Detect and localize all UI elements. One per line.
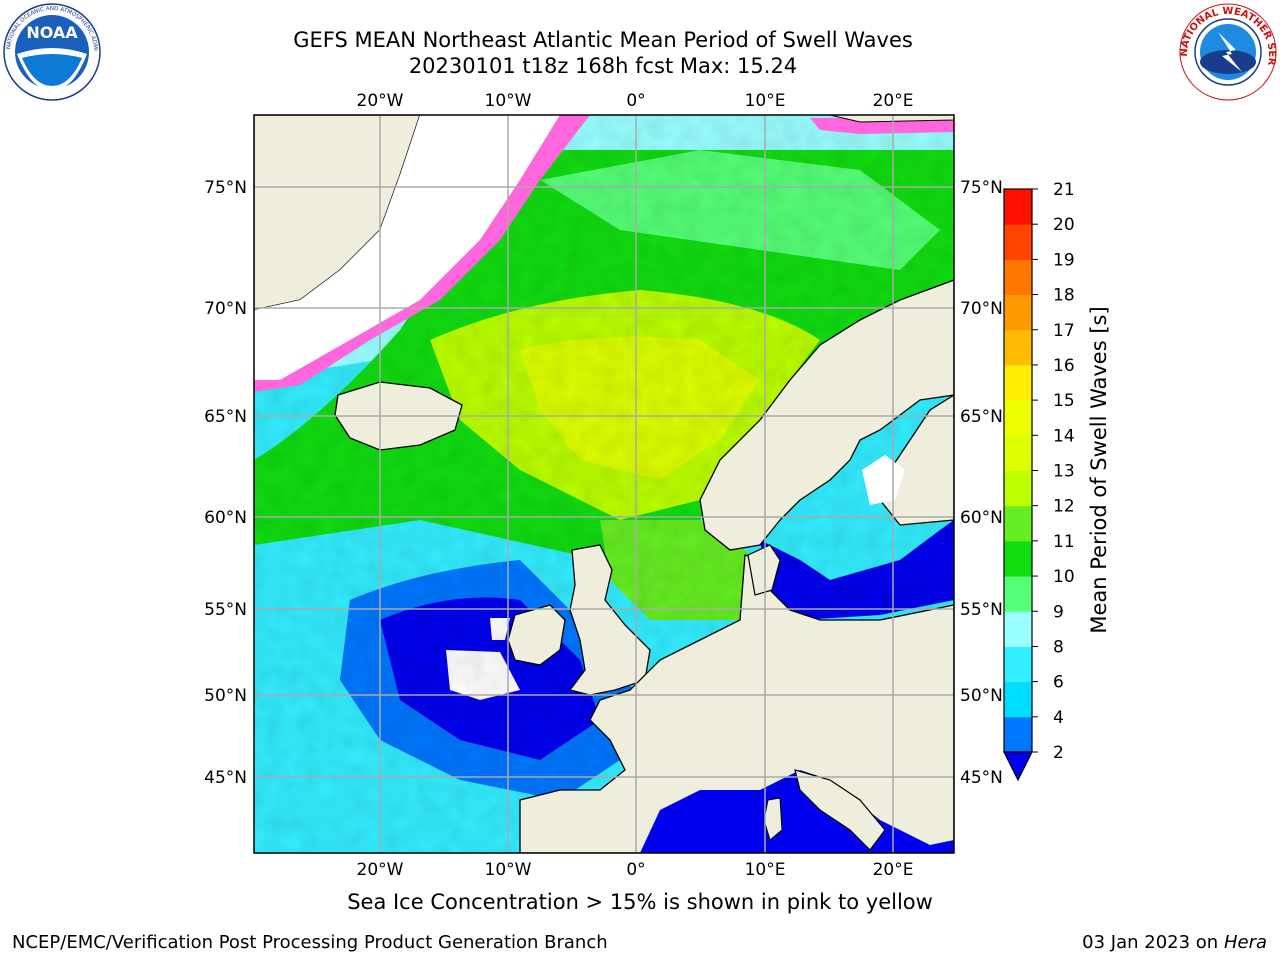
credit-date-text: 03 Jan 2023 on <box>1082 932 1219 953</box>
colorbar-tick-label: 4 <box>1053 708 1064 728</box>
colorbar-tick-label: 2 <box>1053 743 1064 763</box>
colorbar-tick-label: 12 <box>1053 497 1075 517</box>
land-ice-white-zone <box>254 115 560 380</box>
colorbar-segment <box>1004 576 1032 612</box>
land-denmark <box>747 544 781 596</box>
colorbar-tick-label: 9 <box>1053 602 1064 622</box>
lat-label-left: 65°N <box>204 407 247 427</box>
lon-label-bottom: 10°E <box>745 860 786 880</box>
lon-label-bottom: 10°W <box>485 860 532 880</box>
colorbar-segment <box>1004 400 1032 436</box>
map-subtitle: 20230101 t18z 168h fcst Max: 15.24 <box>408 54 798 78</box>
colorbar-segment <box>1004 646 1032 683</box>
colorbar-tick-label: 6 <box>1053 673 1064 693</box>
lon-label-top: 20°E <box>873 91 914 111</box>
colorbar-tick-label: 8 <box>1053 637 1064 657</box>
sea-ice-edge <box>254 115 590 392</box>
lat-label-left: 45°N <box>204 768 247 788</box>
lon-labels-top: 20°W 10°W 0° 10°E 20°E <box>357 91 914 111</box>
colorbar-segment <box>1004 329 1032 366</box>
credit-branch: NCEP/EMC/Verification Post Processing Pr… <box>12 932 608 953</box>
colorbar: 2 4 6 8 9 10 11 12 13 14 15 16 17 18 19 20 21 <box>1003 180 1075 782</box>
map-title: GEFS MEAN Northeast Atlantic Mean Period… <box>293 28 913 52</box>
colorbar-segment <box>1004 470 1032 507</box>
lat-label-left: 50°N <box>204 686 247 706</box>
noaa-logo-text: NOAA <box>26 23 78 42</box>
colorbar-segment <box>1004 716 1032 753</box>
land-great-britain <box>568 544 651 696</box>
lat-label-right: 75°N <box>960 178 1003 198</box>
lon-label-bottom: 20°W <box>357 860 404 880</box>
lon-label-top: 20°W <box>357 91 404 111</box>
lat-label-right: 45°N <box>960 768 1003 788</box>
colorbar-segment <box>1004 681 1032 718</box>
land-ireland <box>507 604 566 666</box>
lat-label-right: 50°N <box>960 686 1003 706</box>
colorbar-segment <box>1004 224 1032 260</box>
colorbar-segment <box>1004 540 1032 577</box>
land-ice-bothnia <box>862 455 905 505</box>
colorbar-label: Mean Period of Swell Waves [s] <box>1087 306 1111 633</box>
colorbar-tick-label: 15 <box>1053 391 1075 411</box>
lat-label-left: 60°N <box>204 508 247 528</box>
lat-labels-right: 75°N 70°N 65°N 60°N 55°N 50°N 45°N <box>960 178 1003 788</box>
credit-machine: Hera <box>1223 932 1267 953</box>
colorbar-segment <box>1004 364 1032 401</box>
lat-label-right: 70°N <box>960 299 1003 319</box>
colorbar-segment <box>1004 189 1032 225</box>
colorbar-segment <box>1004 611 1032 647</box>
credit-date: 03 Jan 2023 on Hera <box>1082 932 1267 953</box>
map-area <box>254 115 954 853</box>
land-continental-europe <box>519 554 954 853</box>
sea-ice-edge-svalbard <box>810 118 954 134</box>
nws-logo: NATIONAL WEATHER SERVICE <box>1178 2 1277 101</box>
colorbar-segment <box>1004 435 1032 471</box>
noaa-logo: NOAA NATIONAL OCEANIC AND ATMOSPHERIC AD… <box>2 2 101 101</box>
lat-label-left: 75°N <box>204 178 247 198</box>
colorbar-tick-label: 14 <box>1053 426 1075 446</box>
lat-label-right: 65°N <box>960 407 1003 427</box>
lon-label-bottom: 20°E <box>873 860 914 880</box>
lon-label-bottom: 0° <box>626 860 645 880</box>
colorbar-tick-label: 16 <box>1053 356 1075 376</box>
map-frame <box>253 114 955 854</box>
colorbar-tick-label: 11 <box>1053 532 1075 552</box>
colorbar-extend-triangle <box>1003 751 1033 782</box>
colorbar-tick-label: 20 <box>1053 215 1075 235</box>
colorbar-tick-label: 18 <box>1053 286 1075 306</box>
lat-labels-left: 75°N 70°N 65°N 60°N 55°N 50°N 45°N <box>204 178 247 788</box>
lat-label-right: 60°N <box>960 508 1003 528</box>
sea-ice-footnote: Sea Ice Concentration > 15% is shown in … <box>347 890 933 914</box>
lon-label-top: 10°W <box>485 91 532 111</box>
land-italy <box>794 769 886 851</box>
colorbar-tick-label: 19 <box>1053 250 1075 270</box>
colorbar-tick-label: 17 <box>1053 321 1075 341</box>
colorbar-tick-label: 21 <box>1053 180 1075 200</box>
lon-label-top: 10°E <box>745 91 786 111</box>
lat-label-left: 55°N <box>204 600 247 620</box>
lat-label-left: 70°N <box>204 299 247 319</box>
colorbar-tick-label: 10 <box>1053 567 1075 587</box>
land-svalbard <box>829 115 954 123</box>
lon-label-top: 0° <box>626 91 645 111</box>
lon-labels-bottom: 20°W 10°W 0° 10°E 20°E <box>357 860 914 880</box>
graticule <box>254 115 954 853</box>
colorbar-tick-label: 13 <box>1053 462 1075 482</box>
colorbar-segment <box>1004 505 1032 542</box>
lat-label-right: 55°N <box>960 600 1003 620</box>
colorbar-segment <box>1004 259 1032 296</box>
colorbar-segment <box>1004 294 1032 331</box>
